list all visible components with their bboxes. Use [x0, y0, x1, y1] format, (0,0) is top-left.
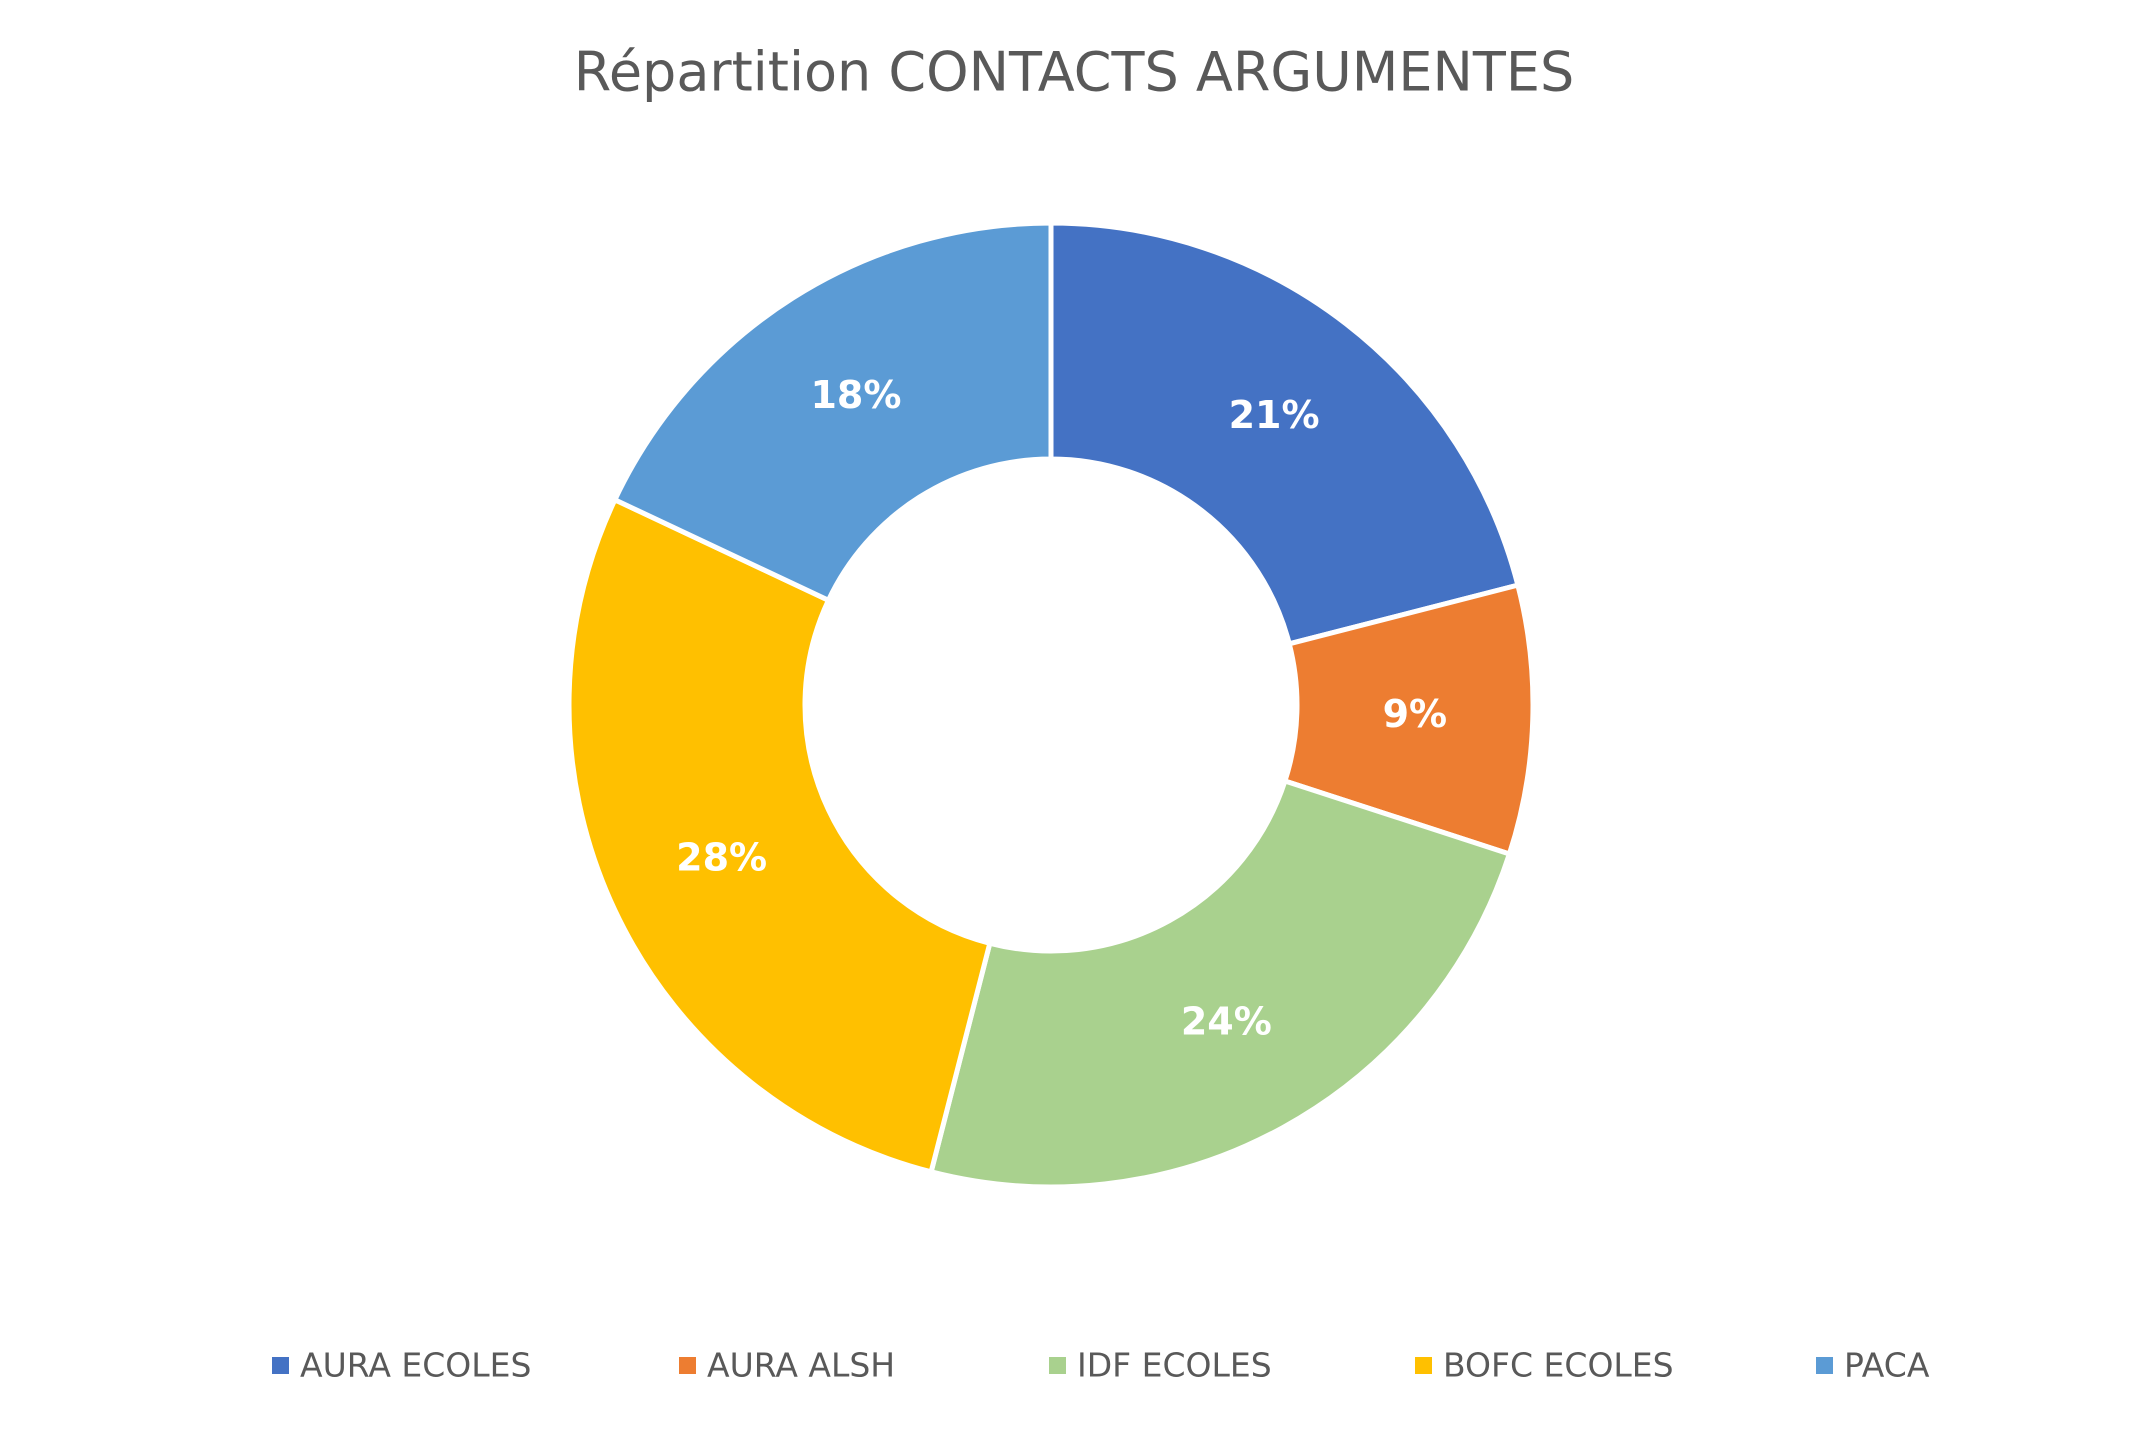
legend-swatch	[1816, 1357, 1833, 1374]
donut-slice	[928, 777, 1513, 1190]
donut-slice	[566, 496, 993, 1175]
data-label: 9%	[1383, 692, 1448, 736]
legend-swatch	[272, 1357, 289, 1374]
legend-swatch	[1415, 1357, 1432, 1374]
legend-swatch	[679, 1357, 696, 1374]
chart-title: Répartition CONTACTS ARGUMENTES	[574, 41, 1575, 104]
legend-label: BOFC ECOLES	[1443, 1346, 1674, 1385]
data-label: 24%	[1181, 999, 1272, 1043]
data-label: 21%	[1229, 393, 1320, 437]
legend-label: PACA	[1844, 1346, 1930, 1385]
legend-label: IDF ECOLES	[1077, 1346, 1272, 1385]
donut-slice	[1048, 220, 1521, 647]
data-label: 28%	[676, 835, 767, 879]
legend-swatch	[1049, 1357, 1066, 1374]
donut-slice	[611, 220, 1054, 604]
legend-label: AURA ALSH	[707, 1346, 895, 1385]
data-label: 18%	[810, 373, 901, 417]
legend-label: AURA ECOLES	[300, 1346, 531, 1385]
